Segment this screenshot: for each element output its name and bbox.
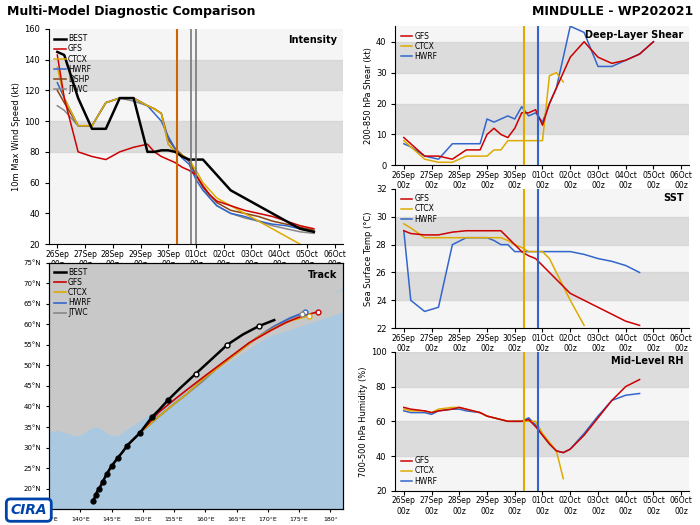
Polygon shape	[0, 411, 18, 431]
Text: CIRA: CIRA	[10, 503, 47, 517]
Polygon shape	[218, 291, 343, 349]
Text: Mid-Level RH: Mid-Level RH	[611, 356, 684, 366]
Bar	[49, 60, 343, 90]
Y-axis label: 10m Max Wind Speed (kt): 10m Max Wind Speed (kt)	[13, 82, 21, 191]
Legend: BEST, GFS, CTCX, HWRF, JTWC: BEST, GFS, CTCX, HWRF, JTWC	[52, 266, 92, 319]
Legend: GFS, CTCX, HWRF: GFS, CTCX, HWRF	[399, 30, 439, 62]
Bar	[395, 103, 690, 134]
Legend: GFS, CTCX, HWRF: GFS, CTCX, HWRF	[399, 193, 439, 225]
Text: Deep-Layer Shear: Deep-Layer Shear	[585, 30, 684, 40]
Polygon shape	[187, 320, 224, 361]
Legend: GFS, CTCX, HWRF: GFS, CTCX, HWRF	[399, 455, 439, 487]
Bar	[49, 121, 343, 152]
Bar	[395, 352, 690, 386]
Text: Multi-Model Diagnostic Comparison: Multi-Model Diagnostic Comparison	[7, 5, 256, 18]
Polygon shape	[18, 398, 93, 444]
Polygon shape	[87, 353, 105, 386]
Y-axis label: 700-500 hPa Humidity (%): 700-500 hPa Humidity (%)	[359, 366, 368, 477]
Polygon shape	[80, 386, 111, 402]
Text: Intensity: Intensity	[288, 35, 337, 45]
Y-axis label: 200-850 hPa Shear (kt): 200-850 hPa Shear (kt)	[364, 47, 373, 144]
Y-axis label: Sea Surface Temp (°C): Sea Surface Temp (°C)	[364, 211, 373, 306]
Legend: BEST, GFS, CTCX, HWRF, DSHP, JTWC: BEST, GFS, CTCX, HWRF, DSHP, JTWC	[52, 33, 92, 96]
Bar	[395, 421, 690, 456]
Bar	[395, 41, 690, 72]
Polygon shape	[49, 262, 343, 435]
Text: MINDULLE - WP202021: MINDULLE - WP202021	[532, 5, 693, 18]
Bar	[395, 217, 690, 245]
Text: Track: Track	[308, 270, 337, 280]
Bar	[395, 272, 690, 300]
Text: SST: SST	[663, 193, 684, 203]
